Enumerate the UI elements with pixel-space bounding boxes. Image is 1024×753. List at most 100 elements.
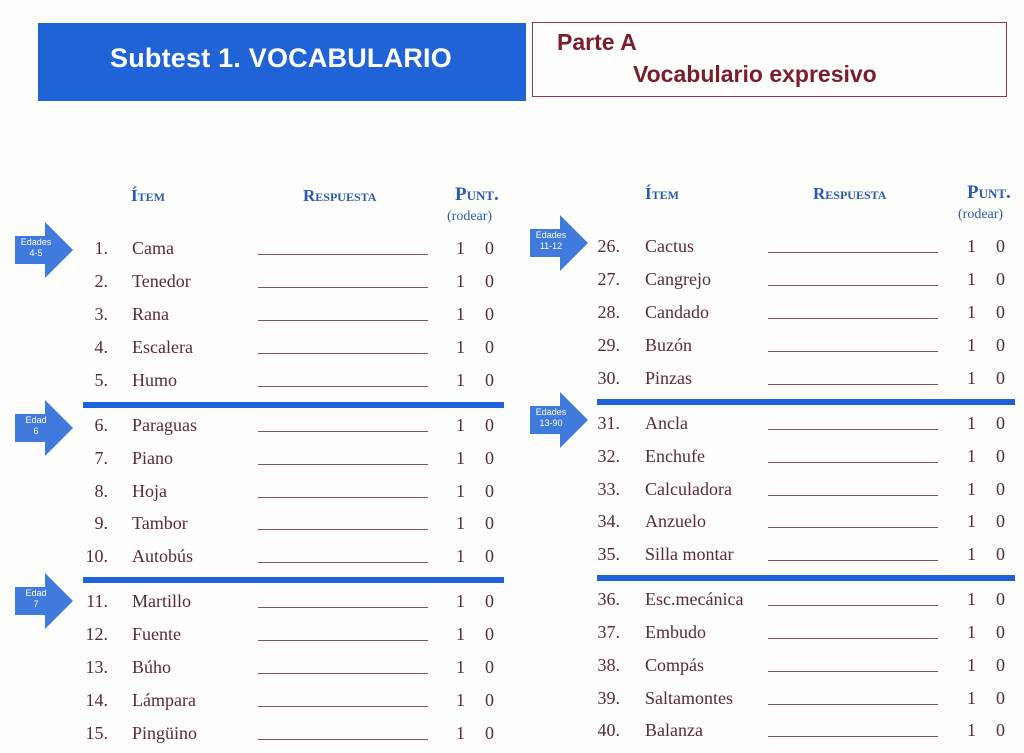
score-1[interactable]: 1 [967, 335, 976, 355]
score-1[interactable]: 1 [456, 481, 465, 501]
score-0[interactable]: 0 [996, 479, 1005, 499]
response-line[interactable] [768, 384, 938, 385]
response-line[interactable] [258, 607, 428, 608]
age-marker-label: Edades [20, 237, 52, 247]
score-0[interactable]: 0 [996, 655, 1005, 675]
score-0[interactable]: 0 [485, 448, 494, 468]
part-subtitle: Vocabulario expresivo [633, 61, 877, 87]
score-1[interactable]: 1 [456, 304, 465, 324]
item-number: 33. [597, 479, 621, 499]
score-0[interactable]: 0 [996, 622, 1005, 642]
score-0[interactable]: 0 [485, 370, 494, 390]
score-0[interactable]: 0 [996, 688, 1005, 708]
score-1[interactable]: 1 [456, 624, 465, 644]
item-word: Balanza [645, 720, 703, 740]
score-1[interactable]: 1 [456, 546, 465, 566]
score-1[interactable]: 1 [967, 589, 976, 609]
score-1[interactable]: 1 [456, 591, 465, 611]
score-1[interactable]: 1 [456, 723, 465, 743]
score-1[interactable]: 1 [967, 479, 976, 499]
score-1[interactable]: 1 [967, 655, 976, 675]
score-0[interactable]: 0 [485, 624, 494, 644]
score-1[interactable]: 1 [967, 622, 976, 642]
item-word: Enchufe [645, 446, 705, 466]
item-number: 28. [597, 302, 621, 322]
score-0[interactable]: 0 [996, 589, 1005, 609]
response-line[interactable] [258, 529, 428, 530]
score-0[interactable]: 0 [485, 513, 494, 533]
response-line[interactable] [258, 320, 428, 321]
response-line[interactable] [768, 252, 938, 253]
score-0[interactable]: 0 [996, 269, 1005, 289]
response-line[interactable] [768, 495, 938, 496]
response-line[interactable] [258, 706, 428, 707]
response-line[interactable] [768, 318, 938, 319]
score-1[interactable]: 1 [456, 337, 465, 357]
response-line[interactable] [768, 351, 938, 352]
score-0[interactable]: 0 [996, 368, 1005, 388]
score-1[interactable]: 1 [456, 690, 465, 710]
response-line[interactable] [768, 671, 938, 672]
response-line[interactable] [768, 527, 938, 528]
score-0[interactable]: 0 [996, 544, 1005, 564]
response-line[interactable] [258, 673, 428, 674]
score-1[interactable]: 1 [967, 720, 976, 740]
response-line[interactable] [258, 739, 428, 740]
score-1[interactable]: 1 [967, 236, 976, 256]
score-0[interactable]: 0 [996, 720, 1005, 740]
response-line[interactable] [258, 254, 428, 255]
score-0[interactable]: 0 [485, 546, 494, 566]
score-0[interactable]: 0 [485, 481, 494, 501]
item-word: Fuente [132, 624, 181, 644]
response-line[interactable] [258, 640, 428, 641]
score-1[interactable]: 1 [456, 370, 465, 390]
response-line[interactable] [258, 287, 428, 288]
response-line[interactable] [258, 497, 428, 498]
response-line[interactable] [258, 464, 428, 465]
score-0[interactable]: 0 [485, 304, 494, 324]
score-0[interactable]: 0 [485, 271, 494, 291]
score-0[interactable]: 0 [996, 302, 1005, 322]
score-1[interactable]: 1 [456, 448, 465, 468]
score-1[interactable]: 1 [456, 513, 465, 533]
response-line[interactable] [768, 560, 938, 561]
score-0[interactable]: 0 [996, 446, 1005, 466]
response-line[interactable] [258, 353, 428, 354]
response-line[interactable] [258, 386, 428, 387]
score-0[interactable]: 0 [485, 723, 494, 743]
response-line[interactable] [768, 285, 938, 286]
section-divider [597, 399, 1015, 405]
score-1[interactable]: 1 [967, 688, 976, 708]
score-1[interactable]: 1 [456, 415, 465, 435]
response-line[interactable] [768, 462, 938, 463]
score-0[interactable]: 0 [485, 415, 494, 435]
score-0[interactable]: 0 [485, 591, 494, 611]
score-1[interactable]: 1 [456, 657, 465, 677]
score-0[interactable]: 0 [485, 238, 494, 258]
score-1[interactable]: 1 [967, 413, 976, 433]
score-0[interactable]: 0 [996, 413, 1005, 433]
score-1[interactable]: 1 [967, 511, 976, 531]
score-1[interactable]: 1 [967, 302, 976, 322]
score-1[interactable]: 1 [456, 271, 465, 291]
response-line[interactable] [258, 562, 428, 563]
response-line[interactable] [768, 429, 938, 430]
score-0[interactable]: 0 [996, 236, 1005, 256]
score-1[interactable]: 1 [967, 368, 976, 388]
response-line[interactable] [768, 638, 938, 639]
score-1[interactable]: 1 [967, 446, 976, 466]
item-word: Tambor [132, 513, 188, 533]
response-line[interactable] [768, 704, 938, 705]
score-0[interactable]: 0 [996, 335, 1005, 355]
score-0[interactable]: 0 [485, 657, 494, 677]
response-line[interactable] [768, 736, 938, 737]
score-0[interactable]: 0 [996, 511, 1005, 531]
response-line[interactable] [258, 431, 428, 432]
response-line[interactable] [768, 605, 938, 606]
score-1[interactable]: 1 [967, 269, 976, 289]
score-0[interactable]: 0 [485, 337, 494, 357]
score-1[interactable]: 1 [456, 238, 465, 258]
score-1[interactable]: 1 [967, 544, 976, 564]
score-0[interactable]: 0 [485, 690, 494, 710]
header-score-right: Punt. [967, 182, 1011, 203]
